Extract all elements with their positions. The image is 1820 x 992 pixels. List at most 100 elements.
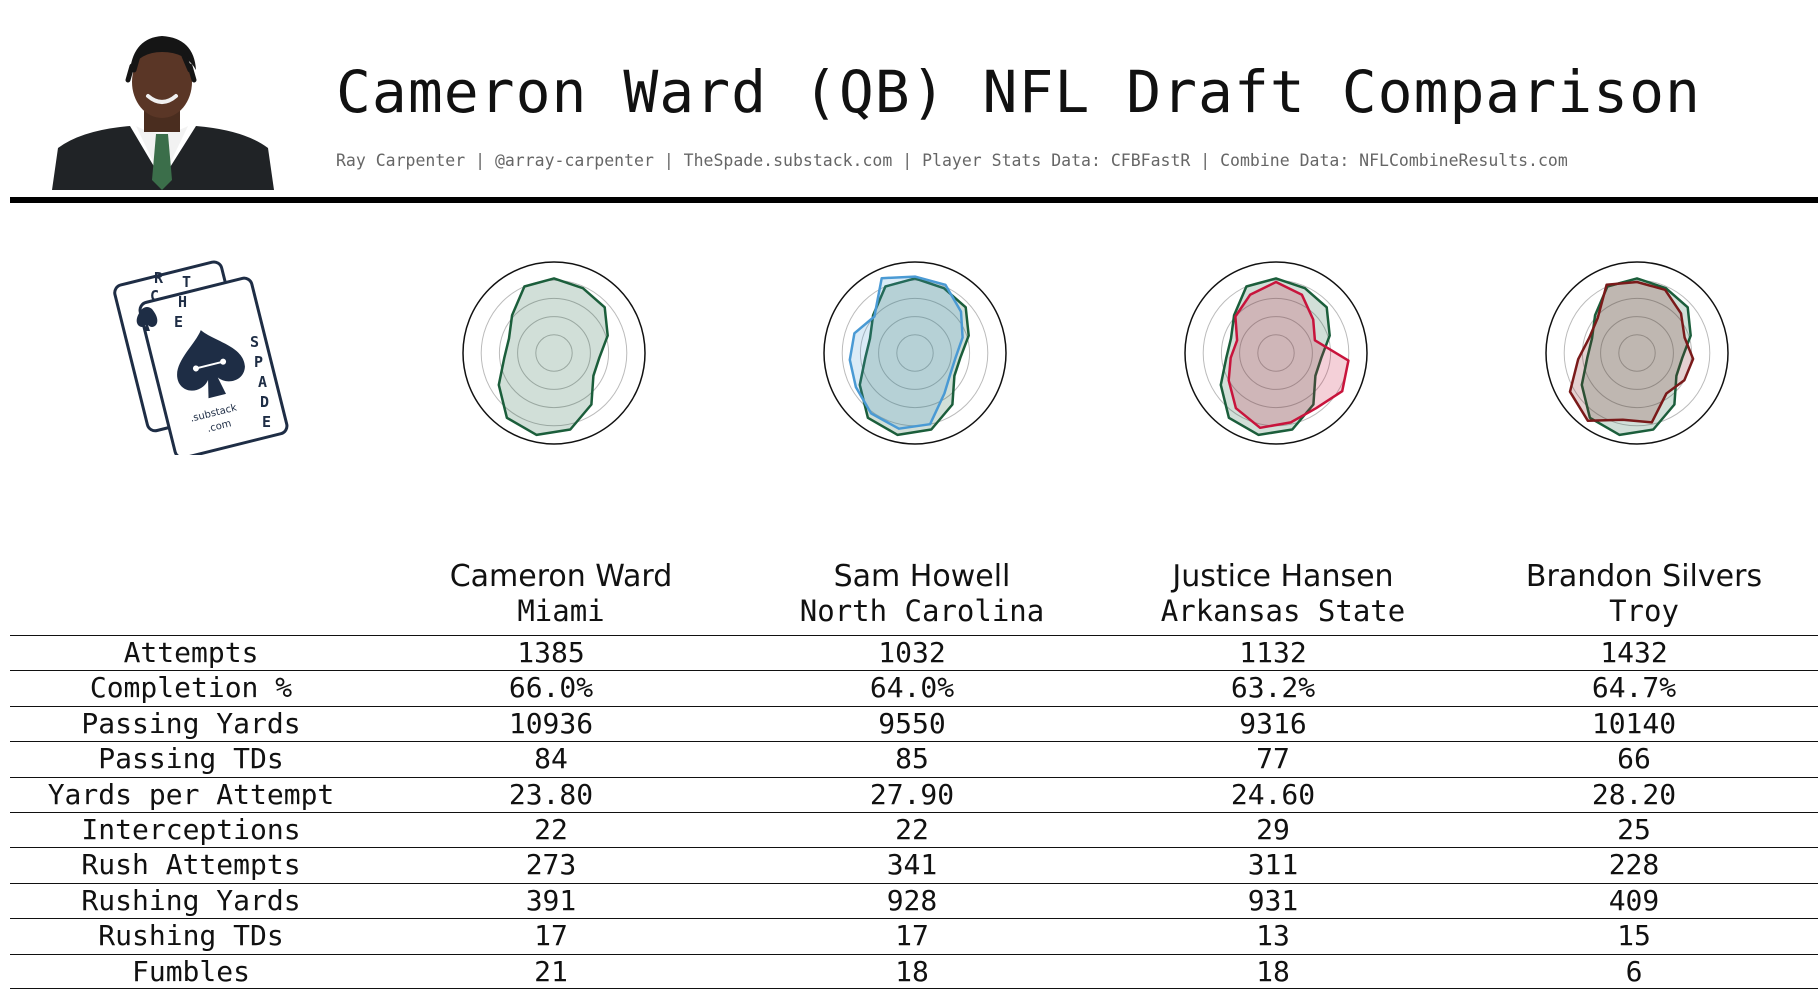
player-school: North Carolina [799, 594, 1045, 628]
logo-letter-10: E [262, 413, 271, 431]
stat-cell: 1432 [1600, 636, 1668, 669]
radar-grid-ring [896, 334, 934, 372]
stat-cell: 22 [895, 812, 929, 846]
column-header: Sam Howell North Carolina [757, 560, 1087, 629]
player-school: Troy [1609, 594, 1679, 628]
table-row: Rushing Yards 391 928 931 409 [10, 882, 1818, 918]
radar-grid-ring [498, 297, 610, 409]
table-row: Passing Yards 10936 9550 9316 10140 [10, 705, 1818, 741]
radar-outer-ring [823, 261, 1007, 445]
stat-cell: 77 [1256, 742, 1290, 776]
stat-cell: 15 [1617, 919, 1651, 953]
stat-cell: 13 [1256, 919, 1290, 953]
table-row: Attempts 1385 1032 1132 1432 [10, 635, 1818, 670]
table-row: Yards per Attempt 23.80 27.90 24.60 28.20 [10, 776, 1818, 812]
stat-cell: 10936 [508, 706, 594, 740]
stat-cell: 22 [534, 812, 568, 846]
stat-cell: 64.7% [1591, 671, 1677, 705]
radar-series-sam-howell [848, 275, 964, 430]
stat-cell: 409 [1608, 883, 1660, 917]
radar-grid-ring [1220, 297, 1332, 409]
row-label: Rushing Yards [81, 883, 301, 917]
row-label: Rush Attempts [81, 848, 301, 882]
player-name: Cameron Ward [449, 559, 673, 594]
row-label: Fumbles [131, 954, 250, 988]
radar-series-justice-hansen [1227, 280, 1350, 430]
stat-cell: 391 [525, 883, 577, 917]
column-header: Brandon Silvers Troy [1479, 560, 1809, 629]
row-label: Passing Yards [81, 706, 301, 740]
stat-cell: 64.0% [869, 671, 955, 705]
stat-cell: 17 [895, 919, 929, 953]
stat-cell: 9316 [1239, 706, 1307, 740]
stat-cell: 311 [1247, 848, 1299, 882]
logo-letter-6: S [250, 333, 259, 351]
logo-letter-1: R [154, 269, 164, 287]
stat-cell: 63.2% [1230, 671, 1316, 705]
stat-cell: 341 [886, 848, 938, 882]
radar-grid-ring [535, 334, 573, 372]
stat-cell: 18 [1256, 954, 1290, 988]
table-row: Fumbles 21 18 18 6 [10, 953, 1818, 989]
stat-cell: 17 [534, 919, 568, 953]
player-name: Justice Hansen [1172, 559, 1394, 594]
logo-letter-5: E [174, 313, 183, 331]
row-label: Interceptions [81, 812, 301, 846]
stat-cell: 23.80 [508, 777, 594, 811]
stat-cell: 27.90 [869, 777, 955, 811]
stat-cell: 931 [1247, 883, 1299, 917]
stat-cell: 18 [895, 954, 929, 988]
radar-chart-hansen [1184, 261, 1368, 445]
logo-letter-9: D [260, 393, 269, 411]
logo-letter-2: C [150, 287, 159, 305]
column-header: Justice Hansen Arkansas State [1118, 559, 1448, 629]
stat-cell: 28.20 [1591, 777, 1677, 811]
logo-letter-8: A [258, 373, 267, 391]
radar-chart-silvers [1545, 261, 1729, 445]
stat-cell: 928 [886, 883, 938, 917]
row-label: Completion % [89, 671, 293, 705]
page-subtitle: Ray Carpenter | @array-carpenter | TheSp… [336, 151, 1568, 170]
radar-grid-ring [517, 316, 591, 390]
stat-cell: 1385 [517, 636, 585, 669]
table-row: Completion % 66.0% 64.0% 63.2% 64.7% [10, 670, 1818, 705]
row-label: Passing TDs [98, 742, 284, 776]
player-headshot [52, 30, 274, 190]
stat-cell: 1032 [878, 636, 946, 669]
stat-cell: 85 [895, 742, 929, 776]
stat-cell: 10140 [1591, 706, 1677, 740]
stat-cell: 6 [1625, 954, 1643, 988]
stat-cell: 66.0% [508, 671, 594, 705]
player-school: Arkansas State [1160, 594, 1406, 628]
table-body: Attempts 1385 1032 1132 1432 Completion % 66.0… [10, 635, 1818, 989]
big-spade-icon [177, 330, 245, 399]
logo-letter-3: T [182, 273, 191, 291]
stat-cell: 29 [1256, 812, 1290, 846]
logo-letter-7: P [254, 353, 263, 371]
radar-grid-ring [859, 297, 971, 409]
stat-cell: 24.60 [1230, 777, 1316, 811]
logo-letter-4: H [178, 293, 187, 311]
radar-grid-ring [1239, 316, 1313, 390]
header-divider [10, 197, 1818, 203]
page-title: Cameron Ward (QB) NFL Draft Comparison [336, 58, 1701, 126]
stat-cell: 25 [1617, 812, 1651, 846]
stat-cell: 84 [534, 742, 568, 776]
small-spade-icon [136, 307, 158, 331]
the-spade-logo: R C T H E S P A D E .substack .com [113, 260, 289, 455]
row-label: Rushing TDs [98, 919, 284, 953]
table-header: Cameron Ward Miami Sam Howell North Caro… [10, 560, 1818, 635]
row-label: Yards per Attempt [47, 777, 335, 811]
radar-outer-ring [1184, 261, 1368, 445]
radar-grid-ring [1600, 316, 1674, 390]
radar-chart-ward [462, 261, 646, 445]
radar-grid-ring [878, 316, 952, 390]
radar-series-cameron-ward [497, 277, 609, 437]
column-header: Cameron Ward Miami [396, 559, 726, 629]
table-row: Interceptions 22 22 29 25 [10, 811, 1818, 847]
radar-outer-ring [1545, 261, 1729, 445]
radar-grid-ring [1257, 334, 1295, 372]
table-row: Passing TDs 84 85 77 66 [10, 741, 1818, 776]
stat-cell: 9550 [878, 706, 946, 740]
stat-cell: 21 [534, 954, 568, 988]
